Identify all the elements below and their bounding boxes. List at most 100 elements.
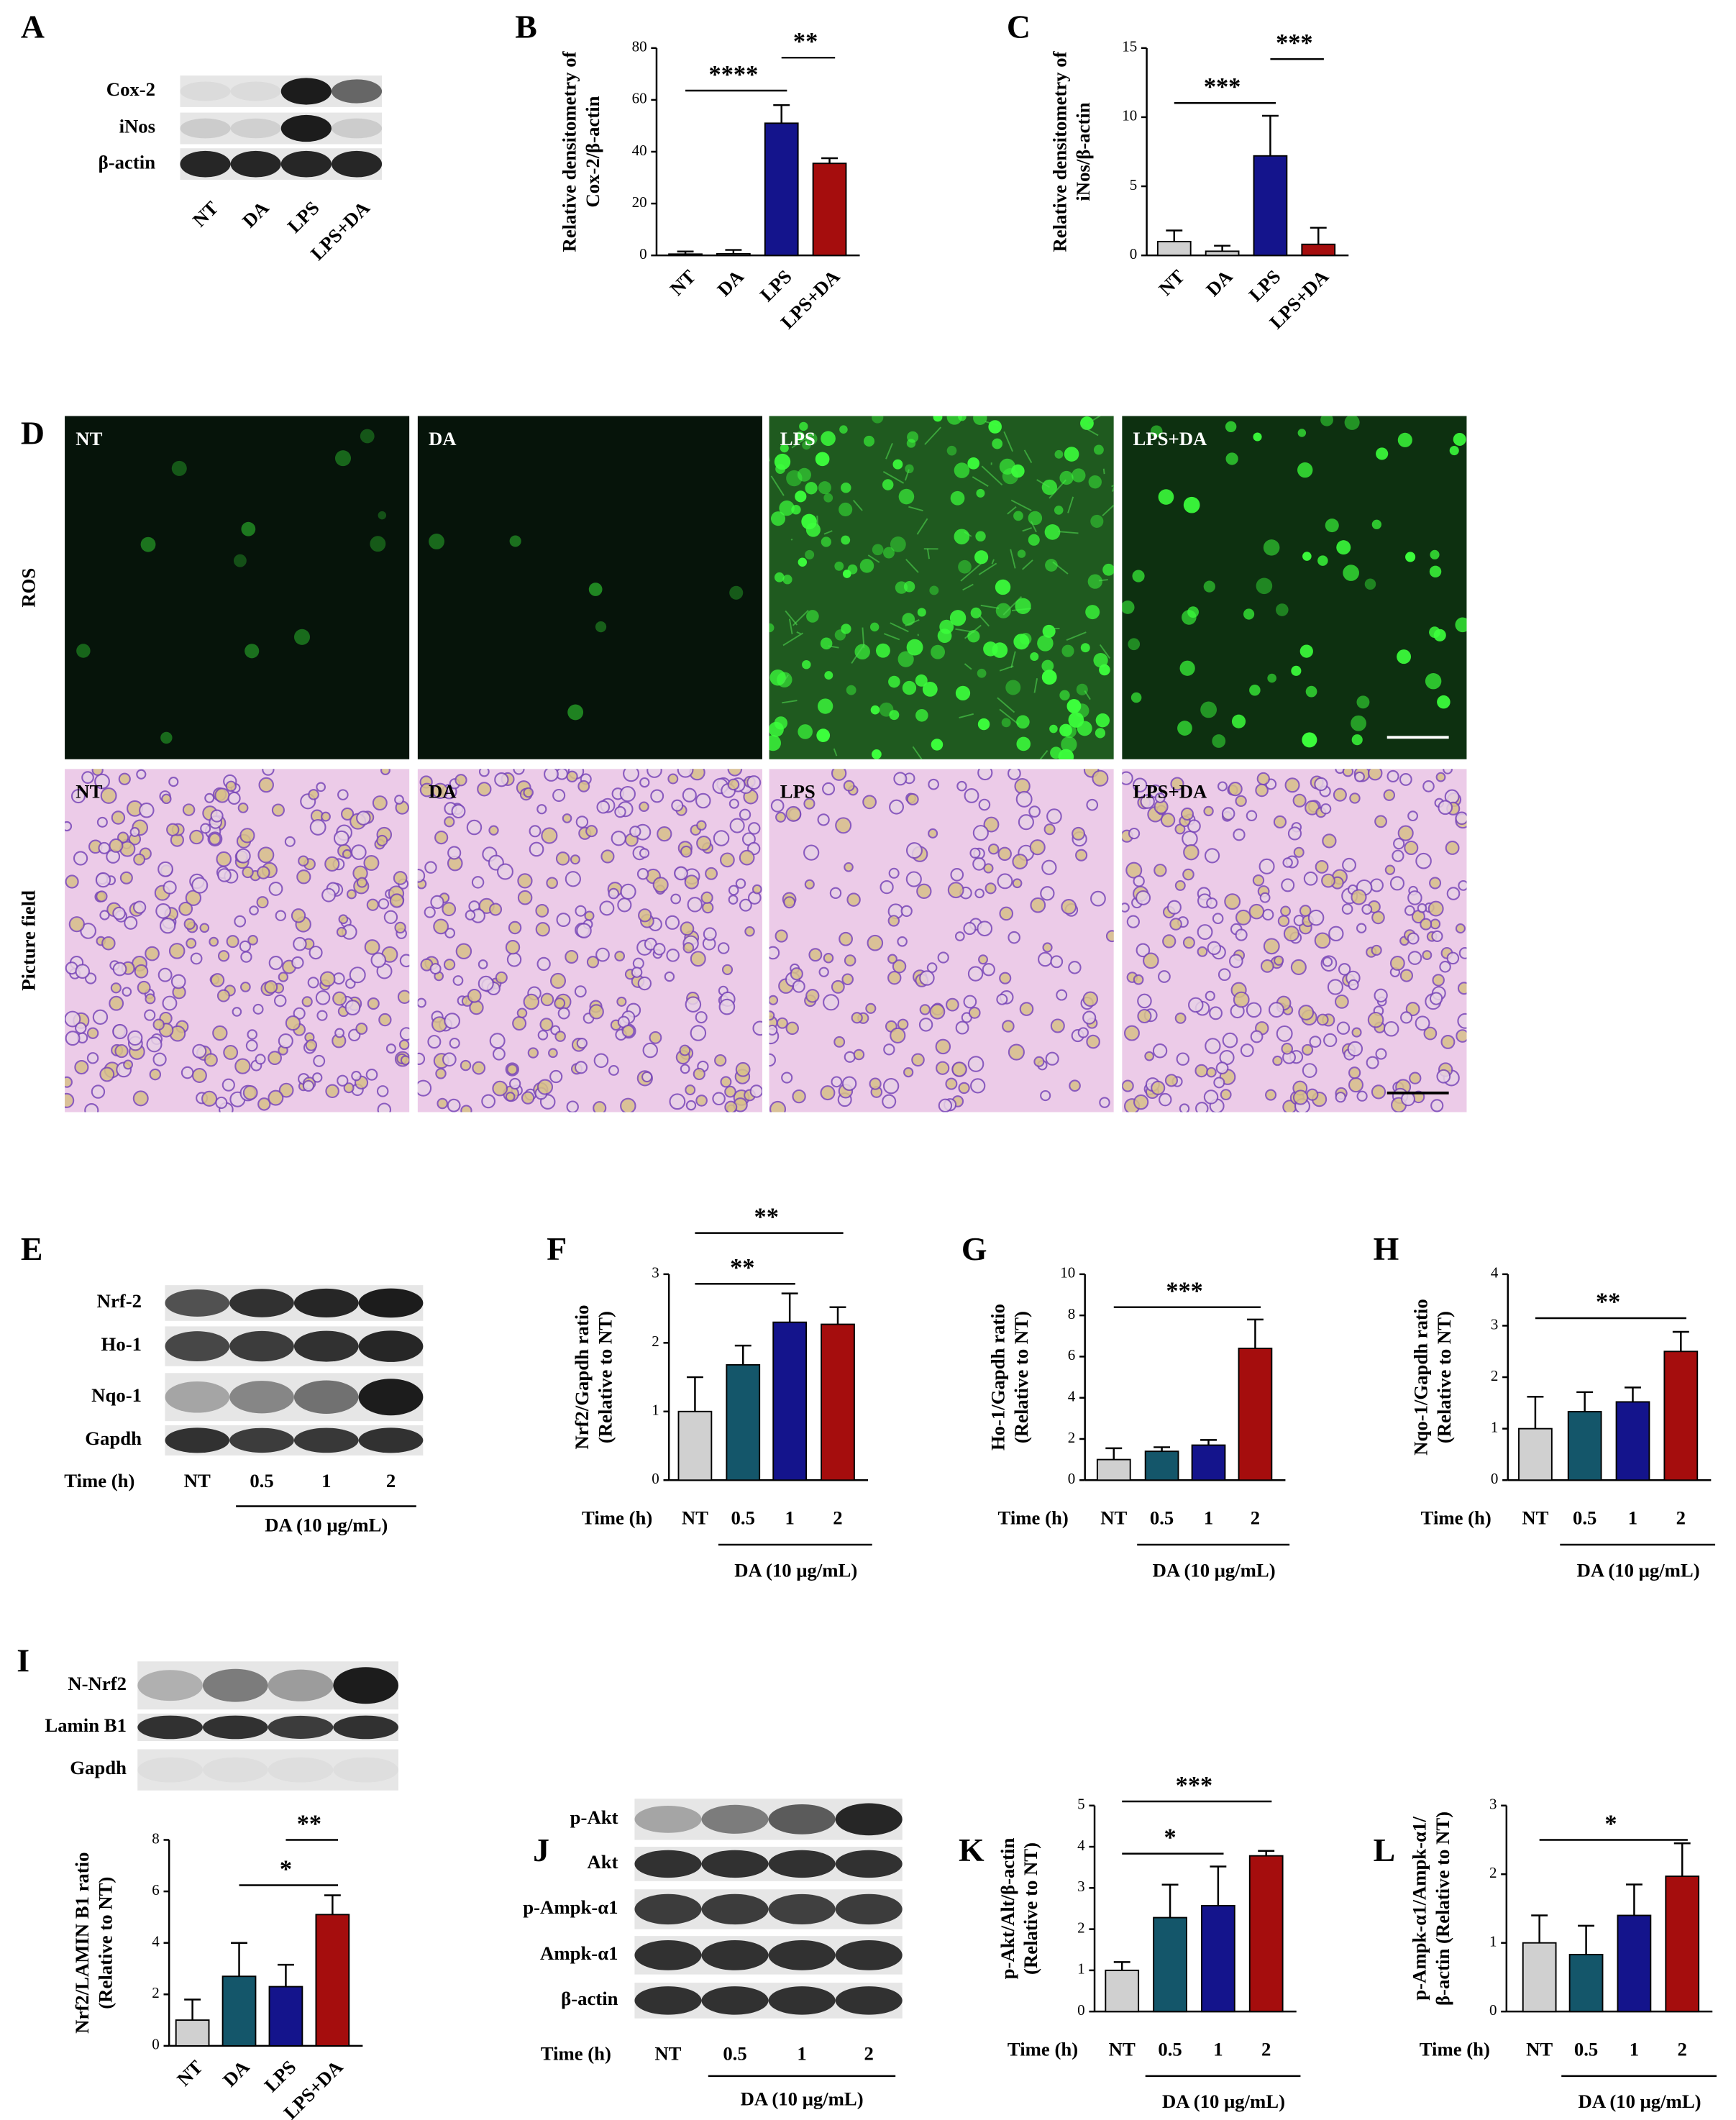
y-tick-label: 6 [1068,1346,1076,1363]
cell [1217,781,1228,792]
cell [958,1082,970,1095]
cell [516,1008,528,1018]
cell [746,775,762,790]
process [1003,431,1013,452]
cell [535,903,549,918]
y-axis-label: p-Akt/Alt/β-actin [997,1838,1018,1980]
cell [978,798,991,811]
cell [566,1100,579,1112]
process [991,559,995,565]
lane-label: NT [654,2042,681,2064]
blot-band [180,150,231,178]
cell [685,996,702,1013]
cell [1344,416,1360,430]
cell [724,1100,738,1112]
cell [1445,841,1460,855]
y-tick-label: 0 [1130,245,1138,262]
cell [574,985,587,998]
cell [264,980,278,994]
cell [1130,692,1142,703]
cell [799,421,808,431]
cell [1029,839,1046,856]
cell [204,1053,218,1067]
cell [596,800,611,814]
cell [1303,871,1318,886]
cell [1397,825,1414,841]
cell [1080,643,1090,653]
cell [240,982,251,992]
cell [509,535,521,547]
cell [1316,1013,1329,1026]
cell [1268,1002,1284,1018]
cell [1225,421,1237,433]
cell [1276,1025,1293,1042]
bar [1665,1875,1700,2013]
cell [65,1031,81,1046]
cell [1233,991,1250,1008]
process [790,538,793,541]
cell [227,791,241,805]
x-tick-label: DA [1202,265,1237,301]
cell [1315,859,1329,874]
cell [713,830,730,846]
blot-band [835,1803,903,1836]
column-label: DA [429,428,457,449]
cell [1231,714,1246,728]
cell [242,866,254,879]
cell [703,927,717,941]
cell [442,902,457,917]
cell [389,893,404,908]
process [997,697,1015,713]
cell [903,1066,914,1078]
cell [170,974,186,990]
cell [182,803,196,816]
cell [769,1100,787,1112]
cell [841,623,851,634]
cell [729,818,745,833]
cell [332,991,347,1006]
cell [890,536,906,552]
y-tick-label: 0 [1491,1470,1499,1487]
cell [696,820,707,831]
cell [1076,683,1088,695]
cell [983,641,998,657]
blot-band [358,1427,424,1453]
cell [454,774,467,787]
x-tick-label: 1 [1628,1507,1637,1529]
cell [1075,849,1088,862]
cell [118,772,131,785]
lane-label: 2 [864,2042,874,2064]
cell [1137,1008,1152,1024]
cell [363,854,380,871]
bar [1201,1904,1235,2013]
cell [926,962,938,973]
cell [157,861,173,877]
process [1033,678,1038,693]
cell [341,807,355,821]
process [962,583,974,591]
cell [1263,539,1280,556]
cell [931,739,944,751]
cell [529,841,544,857]
column-label: NT [76,428,102,449]
cell [1455,811,1467,826]
y-tick-label: 10 [1122,107,1137,124]
cell [647,769,662,778]
x-axis-title: Time (h) [582,1507,652,1529]
cell [906,639,923,656]
cell [1429,992,1443,1005]
cell [695,1011,708,1024]
cell [1041,670,1057,685]
cell [1246,1002,1262,1018]
cell [1258,858,1275,874]
cell [216,851,232,867]
cell [460,1059,472,1072]
cell [728,885,739,896]
cell [1367,1011,1384,1028]
cell [433,918,449,935]
cell [1281,878,1295,892]
lane-label: 0.5 [250,1470,273,1491]
cell [225,780,237,792]
cell [181,1066,194,1079]
cell [1093,653,1108,668]
